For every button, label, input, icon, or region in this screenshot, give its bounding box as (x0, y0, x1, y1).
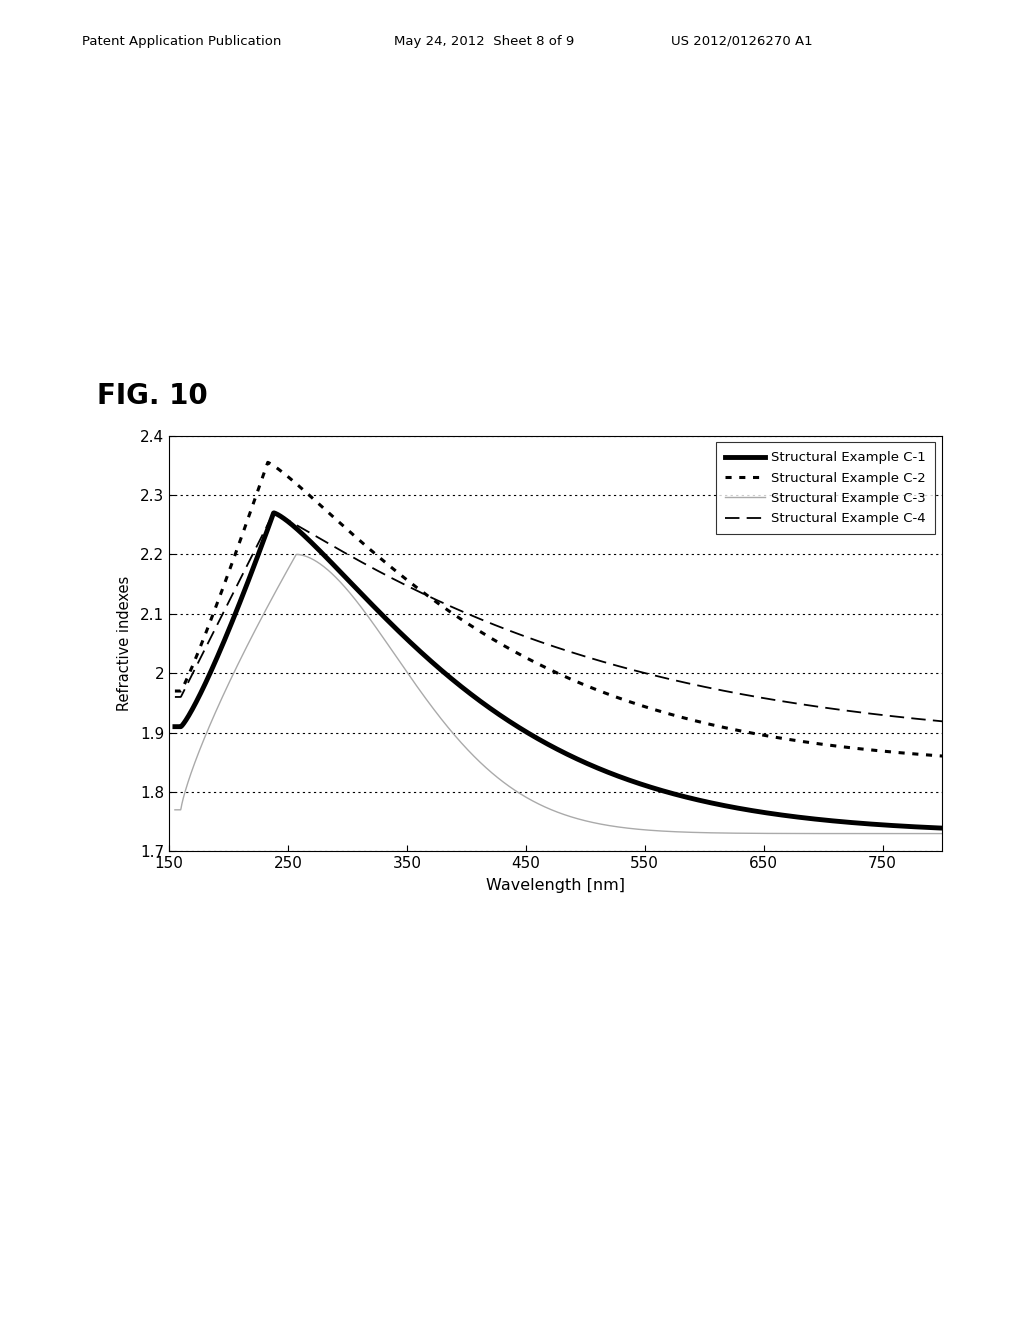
Text: US 2012/0126270 A1: US 2012/0126270 A1 (671, 34, 812, 48)
Legend: Structural Example C-1, Structural Example C-2, Structural Example C-3, Structur: Structural Example C-1, Structural Examp… (716, 442, 936, 535)
Text: Patent Application Publication: Patent Application Publication (82, 34, 282, 48)
X-axis label: Wavelength [nm]: Wavelength [nm] (486, 878, 625, 894)
Text: FIG. 10: FIG. 10 (97, 381, 208, 411)
Text: May 24, 2012  Sheet 8 of 9: May 24, 2012 Sheet 8 of 9 (394, 34, 574, 48)
Y-axis label: Refractive indexes: Refractive indexes (117, 576, 131, 711)
